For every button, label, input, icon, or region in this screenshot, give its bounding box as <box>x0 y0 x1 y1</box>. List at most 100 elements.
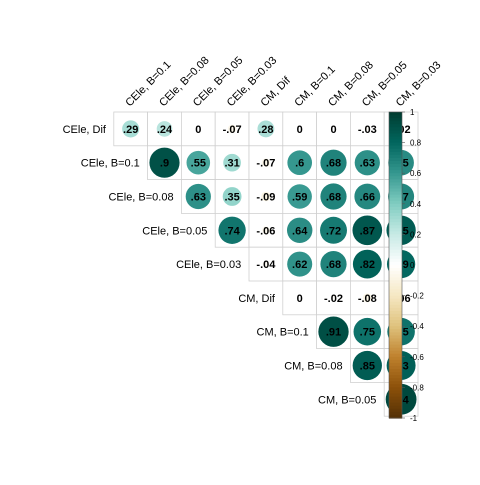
legend-tick-label: 0.6 <box>410 169 422 178</box>
legend-color-band <box>389 286 402 291</box>
correlation-value-label: -.07 <box>223 124 242 136</box>
legend-color-band <box>389 216 402 220</box>
legend-color-band <box>389 170 402 174</box>
legend-color-band <box>389 295 402 300</box>
correlation-circle <box>218 216 246 244</box>
correlation-value-label: -.02 <box>324 293 343 305</box>
correlation-circle <box>354 183 381 210</box>
legend-color-band <box>389 127 402 131</box>
legend-color-band <box>389 341 402 346</box>
legend-color-band <box>389 136 402 141</box>
row-labels: CEle, Dif CEle, B=0.1 CEle, B=0.08 CEle, B=… <box>63 124 377 406</box>
row-label: CM, B=0.05 <box>318 394 376 406</box>
legend-color-band <box>389 307 402 312</box>
correlation-circle <box>286 217 313 244</box>
legend-color-band <box>389 405 402 410</box>
legend-color-band <box>389 375 402 379</box>
legend-color-band <box>389 255 402 260</box>
correlation-circle <box>320 216 347 244</box>
legend-color-band <box>389 317 402 321</box>
correlation-circle <box>156 121 173 137</box>
correlation-circle <box>320 183 347 210</box>
legend-color-band <box>389 402 402 407</box>
legend-color-band <box>389 384 402 388</box>
correlation-value-label: -.03 <box>358 124 377 136</box>
correlation-value-label: .75 <box>360 327 375 339</box>
correlation-value-label: 0 <box>297 124 303 136</box>
legend-color-band <box>389 301 402 306</box>
legend-color-band <box>389 326 402 330</box>
correlation-circle <box>320 250 347 278</box>
legend-color-band <box>389 160 402 165</box>
legend-color-band <box>389 139 402 144</box>
legend-color-band <box>389 414 402 419</box>
legend-color-band <box>389 378 402 382</box>
legend-color-band <box>389 240 402 245</box>
correlation-value-label: -.08 <box>358 293 377 305</box>
correlation-circle <box>261 191 271 202</box>
correlation-circle <box>287 150 313 176</box>
legend-color-band <box>389 231 402 235</box>
correlation-value-label: .72 <box>326 225 341 237</box>
legend-color-band <box>389 298 402 303</box>
correlation-value-label: 0 <box>297 293 303 305</box>
correlation-circle <box>262 260 270 268</box>
legend-color-band <box>389 154 402 159</box>
correlation-circle <box>257 120 275 138</box>
correlation-value-label: .63 <box>191 192 206 204</box>
correlation-value-label: .66 <box>360 192 375 204</box>
legend-color-band <box>389 350 402 355</box>
correlation-value-label: .31 <box>224 158 239 170</box>
legend-color-band <box>389 268 402 272</box>
row-label: CEle, B=0.1 <box>81 158 140 170</box>
legend-color-band <box>389 338 402 343</box>
legend-color-band <box>389 261 402 266</box>
row-label: CEle, B=0.08 <box>108 192 173 204</box>
correlation-value-label: .35 <box>224 192 239 204</box>
correlation-value-label: .68 <box>326 192 341 204</box>
legend-color-band <box>389 145 402 150</box>
legend-color-band <box>389 283 402 288</box>
legend-color-band <box>389 249 402 254</box>
legend-color-band <box>389 387 402 392</box>
correlation-value-label: .59 <box>292 192 307 204</box>
legend-color-band <box>389 173 402 177</box>
legend-color-band <box>389 225 402 229</box>
legend-color-band <box>389 277 402 281</box>
legend-color-band <box>389 164 402 168</box>
correlation-circle <box>287 251 313 277</box>
correlation-value-label: .68 <box>326 259 341 271</box>
correlation-circle <box>185 183 211 210</box>
legend-color-band <box>389 124 402 128</box>
correlation-value-label: 0 <box>330 124 336 136</box>
legend-color-band <box>389 335 402 340</box>
matrix-cell <box>282 111 317 147</box>
correlation-value-label: .87 <box>360 225 375 237</box>
legend-color-band <box>389 219 402 223</box>
legend-color-band <box>389 167 402 171</box>
legend-color-band <box>389 179 402 183</box>
legend-color-band <box>389 148 402 153</box>
row-label: CM, B=0.08 <box>284 361 342 373</box>
correlation-circle <box>122 120 140 138</box>
correlation-circle <box>318 316 349 347</box>
correlation-circle <box>354 150 380 176</box>
correlation-value-label: .64 <box>292 225 308 237</box>
column-label: CM, Dif <box>259 74 294 109</box>
correlation-circle <box>353 317 382 346</box>
row-label: CEle, B=0.03 <box>176 259 241 271</box>
legend-tick-label: -0.4 <box>410 322 424 331</box>
legend-color-band <box>389 372 402 376</box>
correlation-value-label: .55 <box>191 158 206 170</box>
color-legend: 1 0.8 0.6 0.4 0.2 0 -0.2 -0.4 -0.6 -0.8 -1 <box>388 108 424 423</box>
legend-tick-label: 0.4 <box>410 200 422 209</box>
correlation-value-label: -.06 <box>256 225 275 237</box>
legend-tick-label: 1 <box>410 108 415 117</box>
legend-color-band <box>389 329 402 333</box>
correlation-value-label: 0 <box>195 124 201 136</box>
correlation-circle <box>362 293 372 303</box>
legend-tick-label: -0.6 <box>410 353 424 362</box>
